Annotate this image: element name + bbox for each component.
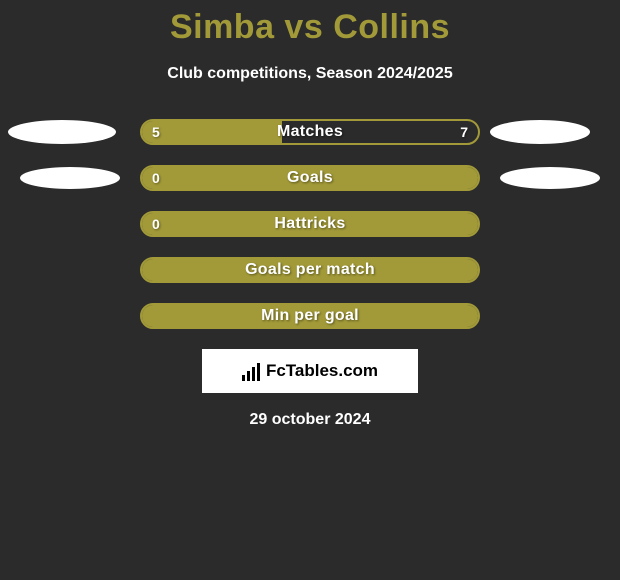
- stat-row-hattricks: 0 Hattricks: [0, 211, 620, 237]
- stat-bar: 5 7 Matches: [140, 119, 480, 145]
- player1-marker: [8, 120, 116, 144]
- stat-bar-fill-left: [142, 121, 282, 143]
- stat-bar: 0 Hattricks: [140, 211, 480, 237]
- stat-row-goals: 0 Goals: [0, 165, 620, 191]
- stat-value-left: 0: [152, 213, 160, 235]
- stat-bar-fill: [142, 213, 478, 235]
- stat-value-right: 7: [460, 121, 468, 143]
- stat-row-min-per-goal: Min per goal: [0, 303, 620, 329]
- stat-value-left: 0: [152, 167, 160, 189]
- comparison-chart: 5 7 Matches 0 Goals 0 Hattricks Goals pe…: [0, 119, 620, 329]
- logo-box: FcTables.com: [202, 349, 418, 393]
- player2-marker: [490, 120, 590, 144]
- stat-bar: Goals per match: [140, 257, 480, 283]
- stat-bar-fill: [142, 305, 478, 327]
- logo-text: FcTables.com: [266, 361, 378, 381]
- stat-value-left: 5: [152, 121, 160, 143]
- subtitle: Club competitions, Season 2024/2025: [0, 65, 620, 83]
- stat-row-goals-per-match: Goals per match: [0, 257, 620, 283]
- stat-row-matches: 5 7 Matches: [0, 119, 620, 145]
- player1-marker: [20, 167, 120, 189]
- stat-bar: 0 Goals: [140, 165, 480, 191]
- stat-bar-fill: [142, 259, 478, 281]
- bar-chart-icon: [242, 361, 260, 381]
- page-title: Simba vs Collins: [0, 0, 620, 47]
- stat-bar: Min per goal: [140, 303, 480, 329]
- stat-bar-fill: [142, 167, 478, 189]
- player2-marker: [500, 167, 600, 189]
- date-label: 29 october 2024: [0, 411, 620, 429]
